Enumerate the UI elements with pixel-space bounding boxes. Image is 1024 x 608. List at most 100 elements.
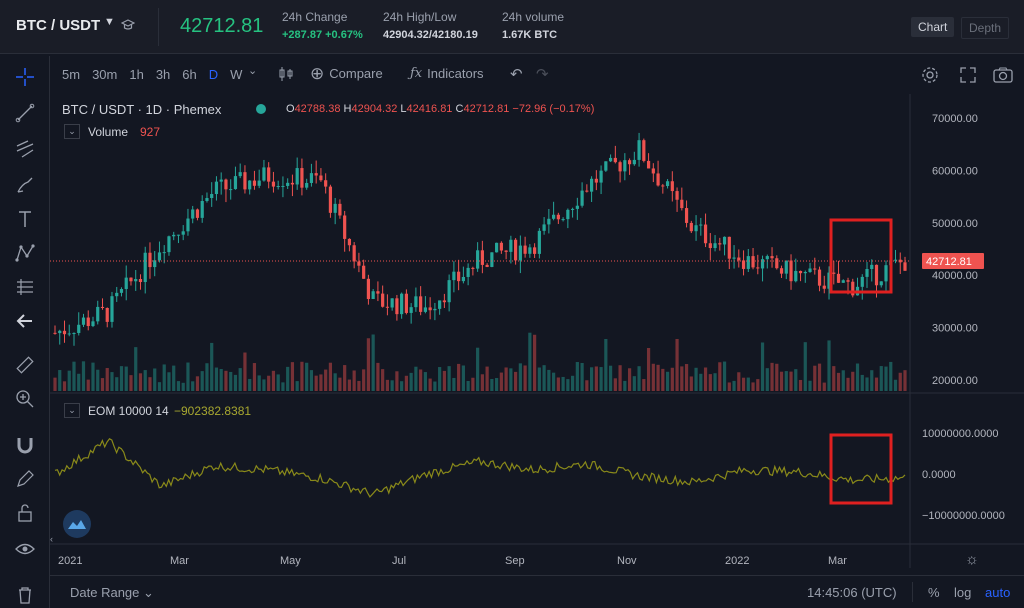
zoom-in-icon[interactable] bbox=[10, 386, 40, 412]
settings-sun-icon[interactable]: ☼ bbox=[965, 551, 979, 568]
volume-bar bbox=[77, 373, 81, 391]
open-label: O bbox=[286, 103, 295, 115]
chevron-left-icon[interactable]: ‹ bbox=[50, 534, 53, 544]
timeframe-d[interactable]: D bbox=[208, 67, 219, 82]
trash-icon[interactable] bbox=[10, 582, 40, 608]
candle-body bbox=[357, 261, 361, 266]
volume-bar bbox=[143, 370, 147, 391]
volume-bar bbox=[699, 373, 703, 391]
volume-bar bbox=[53, 377, 57, 391]
percent-toggle[interactable]: % bbox=[928, 585, 940, 600]
settings-gear-icon[interactable] bbox=[920, 65, 940, 85]
compare-button[interactable]: ⊕ Compare bbox=[310, 65, 383, 82]
graduation-cap-icon[interactable] bbox=[121, 18, 135, 32]
candle-body bbox=[879, 281, 883, 286]
date-range-button[interactable]: Date Range ⌄ bbox=[70, 585, 154, 601]
candle-body bbox=[485, 264, 489, 267]
candle-body bbox=[727, 236, 731, 259]
chevron-down-icon[interactable]: ⌄ bbox=[248, 65, 258, 77]
candle-body bbox=[813, 268, 817, 270]
price-chart[interactable]: 70000.00 60000.00 50000.00 40000.00 30000.00… bbox=[50, 94, 1024, 568]
candle-body bbox=[751, 256, 755, 268]
volume-bar bbox=[452, 377, 456, 391]
crosshair-icon[interactable] bbox=[10, 64, 40, 90]
chevron-down-icon[interactable]: ▼ bbox=[104, 16, 115, 28]
candle-body bbox=[637, 140, 641, 160]
open-value: 42788.38 bbox=[294, 103, 341, 115]
change-value: +287.87 +0.67% bbox=[282, 29, 363, 41]
magnet-icon[interactable] bbox=[10, 432, 40, 458]
time-axis-label: Sep bbox=[505, 555, 525, 567]
indicators-button[interactable]: ƒx Indicators bbox=[410, 66, 484, 81]
volume-bar bbox=[347, 379, 352, 391]
candle-body bbox=[100, 306, 105, 309]
log-toggle[interactable]: log bbox=[954, 585, 972, 600]
candle-body bbox=[77, 324, 81, 333]
timeframe-30m[interactable]: 30m bbox=[92, 67, 118, 82]
candle-body bbox=[499, 242, 503, 251]
timeframe-5m[interactable]: 5m bbox=[62, 67, 81, 82]
candle-body bbox=[295, 168, 299, 185]
candle-body bbox=[699, 224, 703, 226]
collapse-volume-icon[interactable]: ⌄ bbox=[64, 124, 80, 139]
depth-view-button[interactable]: Depth bbox=[961, 17, 1010, 39]
text-tool-icon[interactable] bbox=[10, 206, 40, 232]
candle-body bbox=[570, 208, 575, 210]
arrow-left-icon[interactable] bbox=[10, 308, 40, 334]
volume-bar bbox=[290, 362, 295, 391]
fib-channel-icon[interactable] bbox=[10, 136, 40, 162]
candle-body bbox=[585, 190, 589, 192]
candle-body bbox=[257, 180, 261, 186]
collapse-eom-icon[interactable]: ⌄ bbox=[64, 403, 80, 418]
chart-toolbar: 5m 30m 1h 3h 6h D W ⌄ ⊕ Compare ƒx Indicators ↶ … bbox=[50, 62, 1024, 88]
timeframe-6h[interactable]: 6h bbox=[182, 67, 197, 82]
volume-bar bbox=[72, 361, 76, 391]
volume-bar bbox=[675, 338, 679, 391]
candle-body bbox=[684, 208, 689, 223]
volume-bar bbox=[860, 374, 864, 391]
chart-view-button[interactable]: Chart bbox=[911, 17, 955, 37]
eom-line bbox=[54, 438, 906, 498]
lock-icon[interactable] bbox=[10, 500, 40, 526]
trend-line-icon[interactable] bbox=[10, 100, 40, 126]
eye-icon[interactable] bbox=[10, 536, 40, 562]
timeframe-1h[interactable]: 1h bbox=[129, 67, 144, 82]
volume-bar bbox=[884, 366, 888, 391]
forecast-icon[interactable] bbox=[10, 274, 40, 300]
pattern-icon[interactable] bbox=[10, 240, 40, 266]
volume-bar bbox=[319, 374, 323, 391]
undo-icon[interactable]: ↶ bbox=[510, 66, 523, 83]
timeframe-3h[interactable]: 3h bbox=[155, 67, 171, 82]
fullscreen-icon[interactable] bbox=[958, 65, 978, 85]
volume-bar bbox=[485, 366, 489, 391]
volume-bar bbox=[200, 371, 204, 391]
candle-body bbox=[395, 298, 399, 315]
camera-icon[interactable] bbox=[992, 65, 1014, 85]
volume-bar bbox=[552, 372, 556, 391]
symbol-legend: BTC / USDT · 1D · Phemex bbox=[62, 102, 222, 117]
volume-bar bbox=[684, 364, 689, 391]
redo-icon[interactable]: ↷ bbox=[536, 66, 549, 83]
pair-selector[interactable]: BTC / USDT bbox=[16, 17, 101, 34]
volume-bar bbox=[656, 364, 660, 391]
pencil-lock-icon[interactable] bbox=[10, 466, 40, 492]
brush-icon[interactable] bbox=[10, 172, 40, 198]
ruler-icon[interactable] bbox=[10, 352, 40, 378]
volume-bar bbox=[257, 375, 261, 391]
change-value: −72.96 (−0.17%) bbox=[512, 103, 595, 115]
timeframe-w[interactable]: W bbox=[230, 67, 243, 82]
auto-toggle[interactable]: auto bbox=[985, 585, 1011, 600]
candle-body bbox=[841, 280, 845, 283]
candle-body bbox=[381, 293, 385, 307]
volume-bar bbox=[846, 377, 850, 391]
low-value: 42416.81 bbox=[406, 103, 453, 115]
volume-bar bbox=[124, 366, 128, 391]
candle-body bbox=[542, 224, 546, 231]
volume-bar bbox=[276, 374, 280, 391]
volume-bar bbox=[148, 377, 152, 391]
chart-pane[interactable]: 70000.00 60000.00 50000.00 40000.00 30000.00… bbox=[50, 94, 1024, 568]
candle-body bbox=[779, 268, 784, 274]
volume-bar bbox=[732, 380, 736, 391]
candle-body bbox=[623, 160, 627, 172]
candles-icon[interactable] bbox=[278, 65, 294, 83]
